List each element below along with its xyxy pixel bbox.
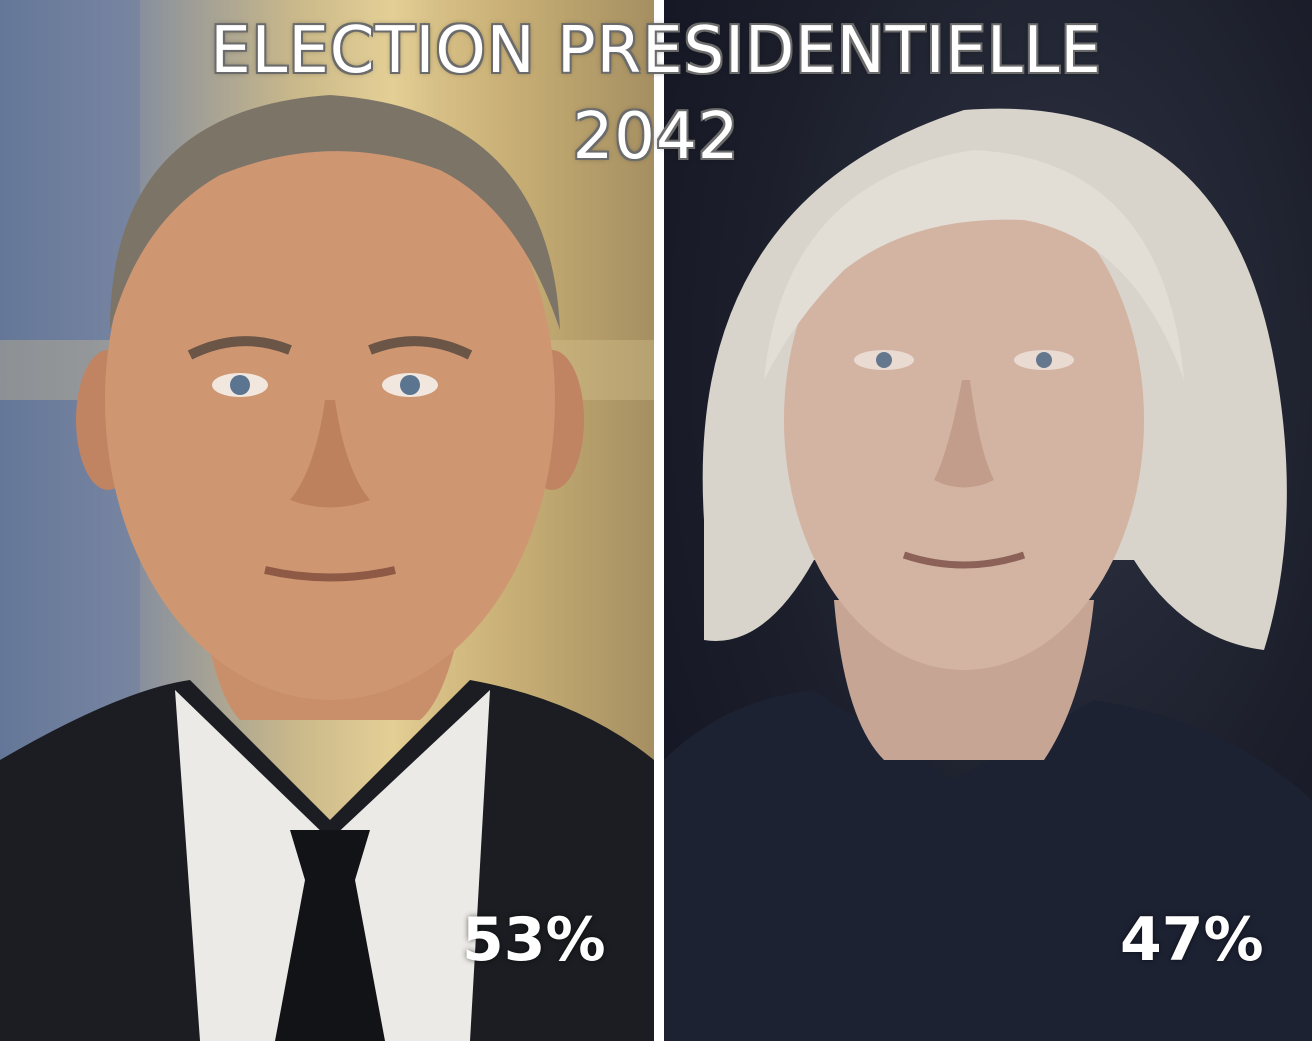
left-candidate-panel <box>0 0 654 1041</box>
right-candidate-percentage: 47% <box>1120 905 1264 975</box>
headline-line-1: ELECTION PRESIDENTIELLE <box>210 14 1102 88</box>
panel-divider <box>654 0 664 1041</box>
right-candidate-photo <box>664 108 1312 1041</box>
headline-line-2: 2042 <box>572 100 740 174</box>
right-candidate-panel <box>664 0 1312 1041</box>
headline-title: ELECTION PRESIDENTIELLE 2042 <box>0 8 1312 180</box>
left-candidate-photo <box>0 0 654 1041</box>
left-candidate-percentage: 53% <box>462 905 606 975</box>
